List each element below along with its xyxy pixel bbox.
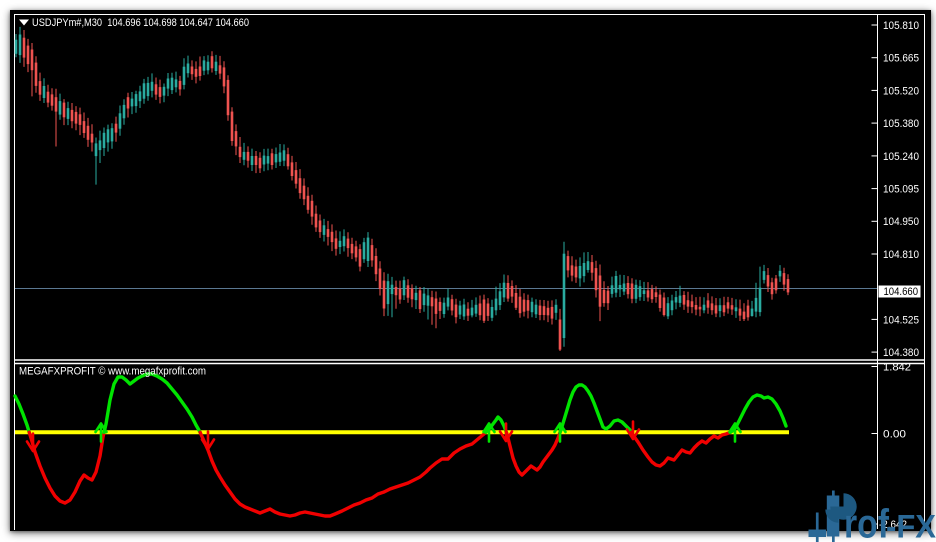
svg-text:USDJPYm#,M30 104.696 104.698: USDJPYm#,M30 104.696 104.698 104.647 104… — [32, 17, 249, 29]
svg-text:-FX: -FX — [886, 509, 936, 542]
svg-text:104.810: 104.810 — [883, 249, 919, 261]
svg-text:104.660: 104.660 — [884, 286, 919, 298]
svg-text:105.380: 105.380 — [883, 118, 919, 130]
svg-text:104.525: 104.525 — [883, 314, 919, 326]
svg-text:104.950: 104.950 — [883, 216, 919, 228]
svg-text:0.00: 0.00 — [883, 428, 906, 440]
svg-text:MEGAFXPROFIT © www.megafxprofi: MEGAFXPROFIT © www.megafxprofit.com — [19, 365, 206, 377]
svg-text:105.520: 105.520 — [883, 85, 919, 97]
svg-text:105.810: 105.810 — [883, 20, 919, 32]
svg-text:105.095: 105.095 — [883, 184, 919, 196]
svg-text:104.380: 104.380 — [883, 347, 919, 359]
svg-text:rof: rof — [844, 501, 889, 542]
svg-text:105.240: 105.240 — [883, 151, 919, 163]
svg-text:-2.642: -2.642 — [879, 519, 907, 531]
svg-text:1.842: 1.842 — [883, 361, 911, 373]
svg-text:105.665: 105.665 — [883, 53, 919, 65]
